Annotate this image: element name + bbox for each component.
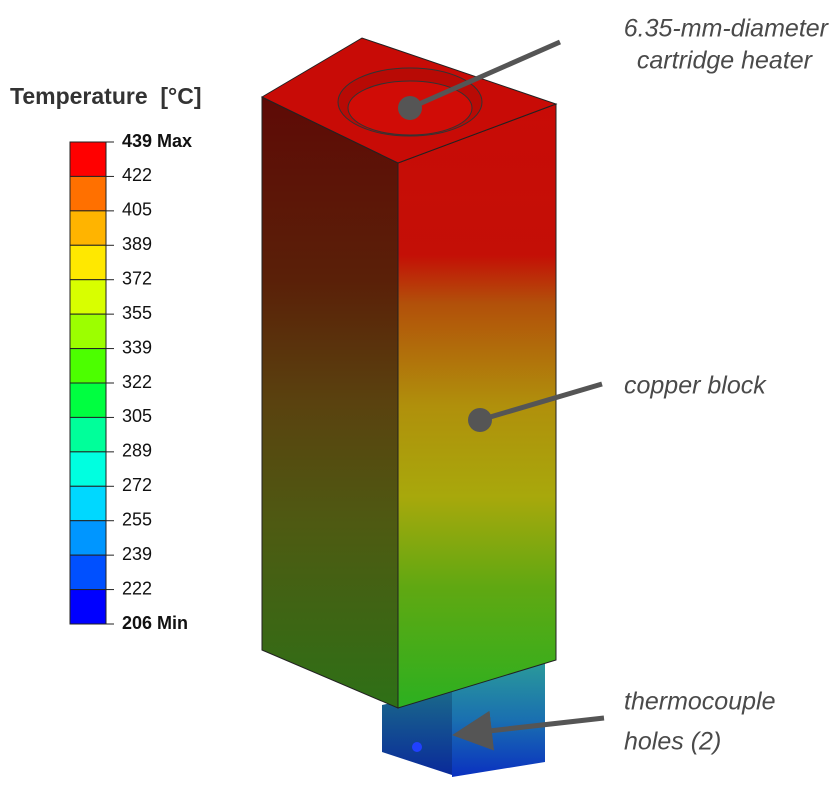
legend-band: [70, 486, 106, 520]
annotation: thermocouple: [624, 688, 775, 716]
thermocouple-hole: [412, 742, 422, 752]
legend-band: [70, 349, 106, 383]
legend-label: 305: [122, 406, 152, 426]
legend-band: [70, 245, 106, 279]
legend-band: [70, 211, 106, 245]
annotation: copper block: [624, 372, 767, 400]
legend-label: 339: [122, 337, 152, 357]
page: 6.35-mm-diameter cartridge heater copper…: [0, 0, 833, 787]
legend-label: 255: [122, 509, 152, 529]
legend-label: 222: [122, 578, 152, 598]
legend-label: 322: [122, 372, 152, 392]
legend-label: 405: [122, 200, 152, 220]
legend-label: 389: [122, 234, 152, 254]
legend-band: [70, 176, 106, 210]
legend: 439 Max 422 405 389 372 355 339 322 305 289 272 255…: [70, 131, 192, 633]
legend-band: [70, 383, 106, 417]
legend-label: 206 Min: [122, 613, 188, 633]
legend-band: [70, 452, 106, 486]
annotation: cartridge heater: [637, 47, 814, 75]
block-left-face: [262, 97, 398, 708]
legend-label: 372: [122, 268, 152, 288]
annotation: holes (2): [624, 728, 721, 756]
legend-band: [70, 417, 106, 451]
legend-label: 239: [122, 544, 152, 564]
annotation: 6.35-mm-diameter: [624, 15, 830, 43]
legend-label: 289: [122, 441, 152, 461]
legend-band: [70, 314, 106, 348]
legend-band: [70, 555, 106, 589]
legend-label: 439 Max: [122, 131, 192, 151]
legend-label: 272: [122, 475, 152, 495]
legend-band: [70, 590, 106, 624]
callout-dot: [468, 408, 492, 432]
legend-label: 355: [122, 303, 152, 323]
callout-dot: [398, 96, 422, 120]
legend-label: 422: [122, 165, 152, 185]
legend-title: Temperature [°C]: [10, 83, 202, 109]
legend-band: [70, 142, 106, 176]
legend-band: [70, 280, 106, 314]
legend-band: [70, 521, 106, 555]
